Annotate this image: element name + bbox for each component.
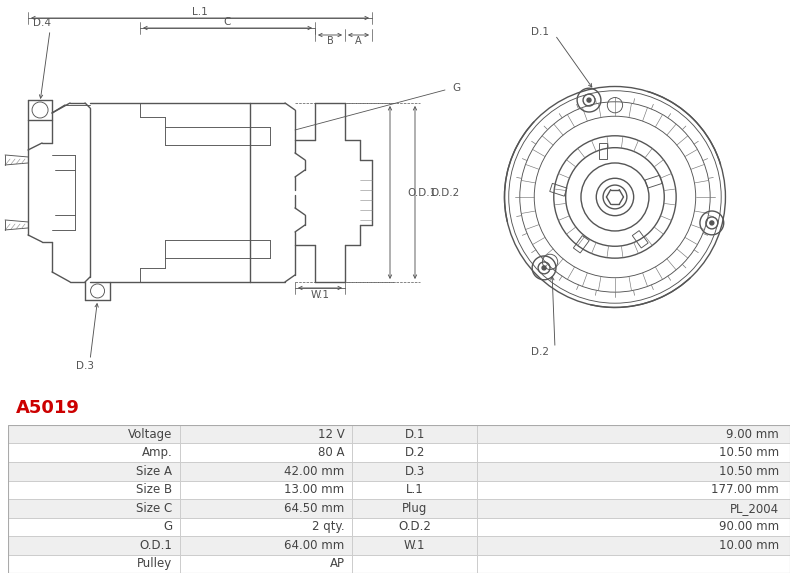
Circle shape <box>710 221 714 225</box>
Bar <box>8 536 790 555</box>
Text: D.4: D.4 <box>33 18 51 28</box>
Text: L.1: L.1 <box>192 7 208 17</box>
Text: 2 qty.: 2 qty. <box>312 520 345 533</box>
Text: 9.00 mm: 9.00 mm <box>726 428 778 441</box>
Text: L.1: L.1 <box>406 483 424 496</box>
Text: 42.00 mm: 42.00 mm <box>284 465 345 478</box>
Bar <box>599 143 607 159</box>
Text: O.D.2: O.D.2 <box>430 188 459 198</box>
Text: B: B <box>326 36 334 46</box>
Text: 10.50 mm: 10.50 mm <box>718 446 778 459</box>
Text: D.3: D.3 <box>76 361 94 371</box>
Circle shape <box>587 98 591 102</box>
Text: Amp.: Amp. <box>142 446 172 459</box>
Bar <box>8 425 790 443</box>
Bar <box>645 175 662 188</box>
Text: Size A: Size A <box>136 465 172 478</box>
Text: 64.00 mm: 64.00 mm <box>284 539 345 552</box>
Text: Size C: Size C <box>136 502 172 515</box>
Text: G: G <box>163 520 172 533</box>
Text: PL_2004: PL_2004 <box>730 502 778 515</box>
Text: A5019: A5019 <box>16 399 80 417</box>
Bar <box>8 517 790 536</box>
Text: Voltage: Voltage <box>128 428 172 441</box>
Bar <box>8 481 790 499</box>
Text: W.1: W.1 <box>310 290 330 300</box>
Bar <box>8 443 790 462</box>
Text: 80 A: 80 A <box>318 446 345 459</box>
Text: 90.00 mm: 90.00 mm <box>718 520 778 533</box>
Text: C: C <box>223 17 230 27</box>
Text: 64.50 mm: 64.50 mm <box>284 502 345 515</box>
Bar <box>8 462 790 481</box>
Text: 12 V: 12 V <box>318 428 345 441</box>
Text: W.1: W.1 <box>404 539 426 552</box>
Text: Size B: Size B <box>136 483 172 496</box>
Text: Plug: Plug <box>402 502 427 515</box>
Bar <box>8 499 790 517</box>
Text: O.D.1: O.D.1 <box>407 188 436 198</box>
Text: AP: AP <box>330 558 345 570</box>
Text: 10.00 mm: 10.00 mm <box>718 539 778 552</box>
Text: D.3: D.3 <box>405 465 425 478</box>
Text: D.1: D.1 <box>531 27 549 37</box>
Circle shape <box>542 266 546 270</box>
Text: O.D.2: O.D.2 <box>398 520 431 533</box>
Text: Pulley: Pulley <box>137 558 172 570</box>
Text: D.2: D.2 <box>531 347 549 357</box>
Text: 177.00 mm: 177.00 mm <box>711 483 778 496</box>
Text: 10.50 mm: 10.50 mm <box>718 465 778 478</box>
Bar <box>550 183 567 196</box>
Text: 13.00 mm: 13.00 mm <box>284 483 345 496</box>
Text: D.2: D.2 <box>405 446 425 459</box>
Text: O.D.1: O.D.1 <box>139 539 172 552</box>
Text: A: A <box>354 36 362 46</box>
Bar <box>8 555 790 573</box>
Text: D.1: D.1 <box>405 428 425 441</box>
Bar <box>632 230 648 248</box>
Text: G: G <box>452 83 460 93</box>
Bar <box>574 236 590 253</box>
